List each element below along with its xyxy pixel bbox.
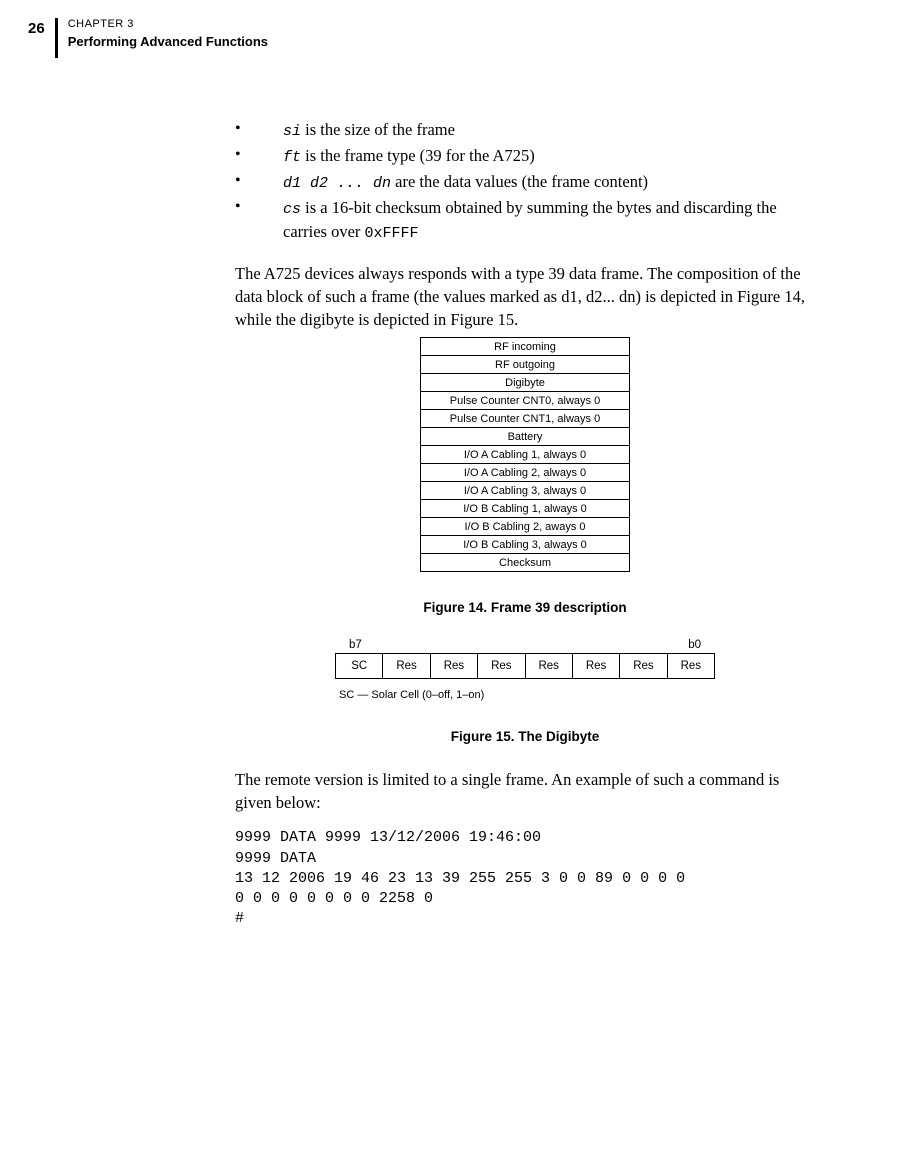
header-text: CHAPTER 3 Performing Advanced Functions [58,18,268,49]
bit-cell: Res [526,654,573,678]
code-term: si [283,123,301,140]
frame-table: RF incoming RF outgoing Digibyte Pulse C… [420,337,630,572]
table-cell: Battery [421,428,630,446]
list-text: is the size of the frame [301,120,455,139]
list-item: cs is a 16-bit checksum obtained by summ… [235,196,815,244]
table-row: I/O A Cabling 2, always 0 [421,464,630,482]
table-row: I/O A Cabling 1, always 0 [421,446,630,464]
table-cell: I/O A Cabling 3, always 0 [421,482,630,500]
list-item: ft is the frame type (39 for the A725) [235,144,815,168]
list-item: d1 d2 ... dn are the data values (the fr… [235,170,815,194]
bit-labels: b7 b0 [335,639,715,651]
table-row: Battery [421,428,630,446]
paragraph: The remote version is limited to a singl… [235,768,815,814]
table-cell: Pulse Counter CNT1, always 0 [421,410,630,428]
bit-high-label: b7 [349,639,362,651]
table-cell: I/O A Cabling 2, always 0 [421,464,630,482]
bit-cell: Res [620,654,667,678]
chapter-title: Performing Advanced Functions [68,34,268,49]
table-cell: Checksum [421,554,630,572]
table-row: I/O B Cabling 1, always 0 [421,500,630,518]
table-row: RF outgoing [421,356,630,374]
figure-caption: Figure 15. The Digibyte [235,729,815,744]
bit-note: SC — Solar Cell (0–off, 1–on) [335,689,715,701]
code-term: d1 d2 ... dn [283,175,391,192]
list-text: is a 16-bit checksum obtained by summing… [283,198,777,241]
table-cell: I/O B Cabling 1, always 0 [421,500,630,518]
table-row: Pulse Counter CNT1, always 0 [421,410,630,428]
figure-caption: Figure 14. Frame 39 description [235,600,815,615]
bit-table: SC Res Res Res Res Res Res Res [335,653,715,679]
list-text: are the data values (the frame content) [391,172,648,191]
code-block: 9999 DATA 9999 13/12/2006 19:46:00 9999 … [235,828,815,929]
table-cell: I/O B Cabling 3, always 0 [421,536,630,554]
paragraph: The A725 devices always responds with a … [235,262,815,331]
list-item: si is the size of the frame [235,118,815,142]
bit-cell: Res [383,654,430,678]
bit-cell: SC [336,654,383,678]
table-cell: Pulse Counter CNT0, always 0 [421,392,630,410]
bit-cell: Res [668,654,714,678]
table-cell: RF incoming [421,338,630,356]
table-cell: Digibyte [421,374,630,392]
table-cell: I/O A Cabling 1, always 0 [421,446,630,464]
table-row: I/O B Cabling 3, always 0 [421,536,630,554]
bit-cell: Res [573,654,620,678]
table-row: I/O A Cabling 3, always 0 [421,482,630,500]
chapter-label: CHAPTER 3 [68,18,268,30]
page-number: 26 [28,18,58,58]
bullet-list: si is the size of the frame ft is the fr… [235,118,815,244]
table-cell: I/O B Cabling 2, aways 0 [421,518,630,536]
bit-cell: Res [478,654,525,678]
table-row: I/O B Cabling 2, aways 0 [421,518,630,536]
table-cell: RF outgoing [421,356,630,374]
code-term: cs [283,201,301,218]
bit-cell: Res [431,654,478,678]
page-content: si is the size of the frame ft is the fr… [235,118,815,930]
table-row: Pulse Counter CNT0, always 0 [421,392,630,410]
table-row: Digibyte [421,374,630,392]
page-header: 26 CHAPTER 3 Performing Advanced Functio… [28,18,268,58]
table-row: RF incoming [421,338,630,356]
list-text: is the frame type (39 for the A725) [301,146,535,165]
code-term: 0xFFFF [365,225,419,242]
table-row: Checksum [421,554,630,572]
bit-low-label: b0 [688,639,701,651]
code-term: ft [283,149,301,166]
